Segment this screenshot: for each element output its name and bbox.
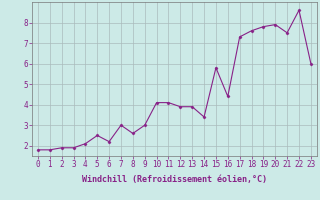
X-axis label: Windchill (Refroidissement éolien,°C): Windchill (Refroidissement éolien,°C)	[82, 175, 267, 184]
